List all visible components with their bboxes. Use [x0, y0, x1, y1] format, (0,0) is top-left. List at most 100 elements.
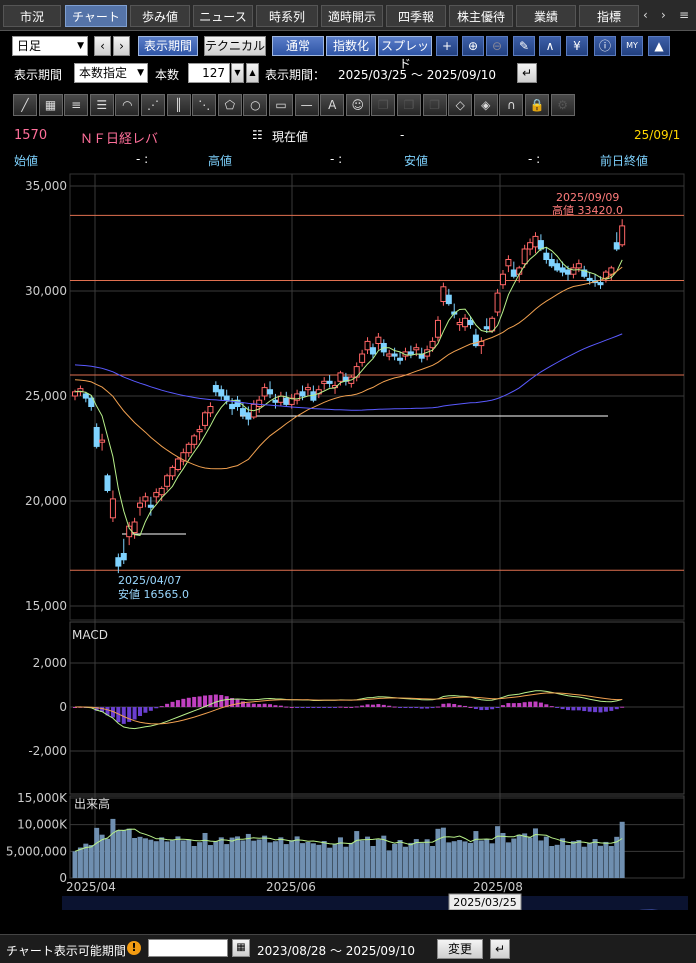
pen-icon[interactable]: ✎ — [513, 36, 535, 56]
yen-icon[interactable]: ¥ — [566, 36, 588, 56]
macd-histogram-bar — [300, 707, 305, 708]
lock-tool-icon[interactable]: 🔒 — [525, 94, 549, 116]
line-tool-icon[interactable]: ╱ — [13, 94, 37, 116]
macd-histogram-bar — [457, 705, 462, 707]
candle-body — [147, 504, 154, 508]
candle-body — [93, 427, 100, 447]
candle-body — [223, 395, 230, 401]
macd-histogram-bar — [197, 696, 202, 707]
tab-performance[interactable]: 業績 — [516, 5, 576, 27]
zoom-out-icon[interactable]: ⊖ — [486, 36, 508, 56]
volume-bar — [554, 844, 560, 878]
hlines-tool-icon[interactable]: ≡ — [64, 94, 89, 116]
settings-tool-icon[interactable]: ⚙ — [550, 94, 575, 116]
macd-histogram-bar — [273, 705, 278, 707]
volume-bar — [191, 846, 197, 878]
vlines-tool-icon[interactable]: ║ — [166, 94, 191, 116]
tab-next-icon[interactable]: › — [661, 8, 666, 22]
candle-body — [88, 397, 95, 408]
mode-spread-button[interactable]: スプレッド — [378, 36, 432, 71]
hlines2-tool-icon[interactable]: ☰ — [89, 94, 114, 116]
candle-body — [570, 267, 577, 275]
candle-body — [521, 248, 528, 265]
volume-panel: 15,000K 10,000K 5,000,000 0 — [6, 791, 685, 885]
volume-bar — [511, 838, 517, 878]
volume-bar — [386, 850, 392, 878]
tab-market[interactable]: 市況 — [3, 5, 61, 27]
plus-icon[interactable]: + — [436, 36, 458, 56]
volume-bar — [235, 836, 241, 878]
x-tick-label: 2025/04 — [66, 880, 116, 894]
info-icon[interactable]: ⓘ — [594, 36, 616, 56]
display-period-button[interactable]: 表示期間 — [138, 36, 198, 56]
date-input[interactable] — [148, 939, 228, 957]
chart-line-icon[interactable]: ∧ — [539, 36, 561, 56]
calendar-icon[interactable]: ▦ — [232, 939, 250, 957]
mode-select[interactable]: 本数指定 ▼ — [74, 63, 148, 83]
macd-histogram-bar — [116, 707, 121, 723]
tab-shikiho[interactable]: 四季報 — [386, 5, 446, 27]
volume-bar — [148, 839, 154, 878]
zoom-in-icon[interactable]: ⊕ — [462, 36, 484, 56]
tab-timeseries[interactable]: 時系列 — [256, 5, 318, 27]
period-select[interactable]: 日足 ▼ — [12, 36, 88, 56]
text-tool-icon[interactable]: A — [320, 94, 345, 116]
high-annotation-date: 2025/09/09 — [556, 191, 619, 204]
volume-bar — [159, 837, 165, 878]
macd-histogram-bar — [441, 703, 446, 707]
copy3-tool-icon[interactable]: ❐ — [422, 94, 447, 116]
volume-bar — [213, 841, 219, 878]
refresh-button[interactable]: ↵ — [517, 63, 537, 83]
candle-body — [353, 366, 360, 378]
count-up-button[interactable]: ▲ — [246, 63, 259, 83]
my-icon[interactable]: MY — [621, 36, 643, 56]
eraser2-tool-icon[interactable]: ◈ — [473, 94, 498, 116]
tab-chart[interactable]: チャート — [65, 5, 127, 27]
ma-mid-line — [74, 266, 623, 470]
icon-tool-icon[interactable]: ☺ — [345, 94, 370, 116]
tab-tick[interactable]: 歩み値 — [130, 5, 190, 27]
tab-list-icon[interactable]: ≡ — [679, 8, 690, 22]
hline-tool-icon[interactable]: — — [294, 94, 319, 116]
tab-indicators[interactable]: 指標 — [579, 5, 639, 27]
footer-refresh-button[interactable]: ↵ — [490, 939, 510, 959]
circle-tool-icon[interactable]: ○ — [243, 94, 268, 116]
candle-body — [597, 282, 604, 286]
volume-bar — [180, 840, 186, 878]
candle-body — [229, 403, 236, 410]
volume-bar — [581, 846, 587, 878]
chart-area[interactable]: 35,000 30,000 25,000 20,000 15,000 2,000 0 -2,… — [0, 170, 696, 910]
candle-body — [191, 435, 198, 445]
fan2-tool-icon[interactable]: ⋱ — [192, 94, 217, 116]
volume-bar — [608, 846, 614, 878]
tab-disclosure[interactable]: 適時開示 — [321, 5, 383, 27]
macd-histogram-bar — [186, 697, 191, 707]
fan-tool-icon[interactable]: ⋰ — [141, 94, 165, 116]
change-button[interactable]: 変更 — [437, 939, 483, 959]
arc-tool-icon[interactable]: ◠ — [115, 94, 140, 116]
eraser-tool-icon[interactable]: ◇ — [448, 94, 473, 116]
macd-histogram-bar — [246, 703, 251, 707]
tab-yutai[interactable]: 株主優待 — [449, 5, 513, 27]
tab-prev-icon[interactable]: ‹ — [643, 8, 648, 22]
count-down-button[interactable]: ▼ — [231, 63, 244, 83]
candle-body — [245, 412, 252, 420]
rectangle-tool-icon[interactable]: ▭ — [269, 94, 293, 116]
mode-index-button[interactable]: 指数化 — [326, 36, 376, 56]
area-chart-icon[interactable]: ▲ — [648, 36, 670, 56]
volume-bar — [305, 841, 311, 878]
copy-tool-icon[interactable]: ❐ — [371, 94, 396, 116]
pentagon-tool-icon[interactable]: ⬠ — [217, 94, 242, 116]
magnet-tool-icon[interactable]: ∩ — [499, 94, 524, 116]
copy2-tool-icon[interactable]: ❐ — [397, 94, 421, 116]
open-value: - : — [136, 152, 149, 166]
technical-button[interactable]: テクニカル — [204, 36, 266, 56]
tab-news[interactable]: ニュース — [193, 5, 253, 27]
prev-period-button[interactable]: ‹ — [94, 36, 111, 56]
next-period-button[interactable]: › — [113, 36, 130, 56]
mode-normal-button[interactable]: 通常 — [272, 36, 324, 56]
count-input[interactable]: 127 — [188, 63, 230, 83]
ruler-tool-icon[interactable]: ▦ — [38, 94, 63, 116]
navigator-tooltip-text: 2025/03/25 — [453, 896, 516, 909]
macd-histogram-bar — [522, 702, 527, 707]
